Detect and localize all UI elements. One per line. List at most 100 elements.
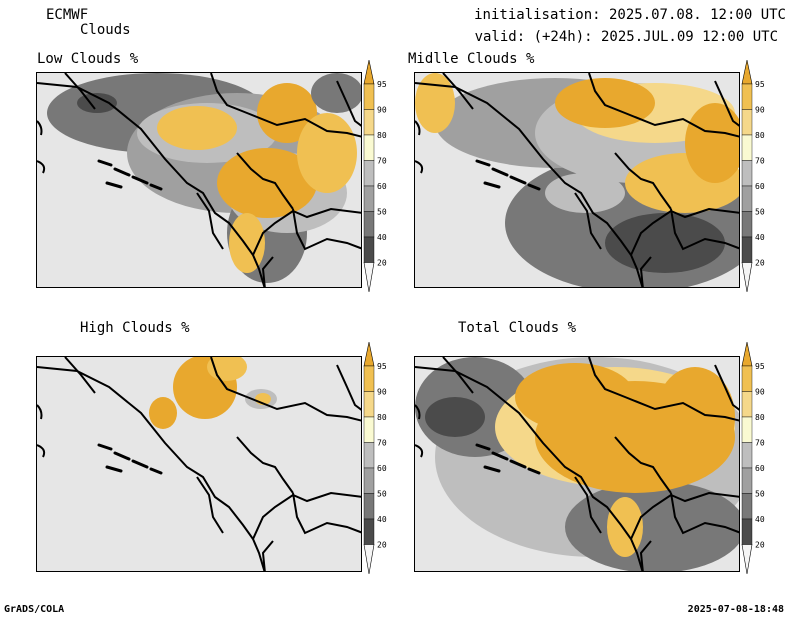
colorbar-segment [741,442,753,469]
coastline-border [415,444,424,458]
coastline-border [64,73,96,110]
colorbar-tick-label: 60 [377,182,387,191]
island-outline [483,181,501,189]
colorbar-segment [741,211,753,238]
colorbar-tick-label: 80 [377,413,387,422]
coastline-border [442,73,474,110]
colorbar-tick-label: 95 [755,362,765,371]
coastline-border [714,80,739,127]
colorbar-top-arrow [741,59,753,85]
coastline-border [588,357,739,422]
colorbar-segment [363,493,375,520]
coastline-border [336,80,361,127]
island-outline [475,443,491,451]
island-outline [149,183,163,191]
colorbar-tick-label: 50 [377,490,387,499]
coastline-border [292,208,361,251]
colorbar-tick-label: 50 [377,208,387,217]
colorbar-tick-label: 20 [377,259,387,268]
colorbar-segment [741,416,753,443]
colorbar-tick-label: 90 [755,106,765,115]
colorbar-tick-label: 40 [377,515,387,524]
valid-time: valid: (+24h): 2025.JUL.09 12:00 UTC [474,29,778,45]
island-outline [113,167,131,177]
colorbar-tick-label: 70 [755,439,765,448]
cloud-area [425,397,485,437]
coastline-border [261,540,274,571]
plot-timestamp: 2025-07-08-18:48 [687,604,784,615]
island-outline [97,443,113,451]
colorbar-segment [741,109,753,136]
coastline-border [236,436,294,494]
island-outline [491,167,509,177]
colorbar-tick-label: 90 [755,388,765,397]
colorbar-segment [741,518,753,545]
cloud-area [605,213,725,273]
coastline-border [210,73,361,138]
initialisation-time: initialisation: 2025.07.08. 12:00 UTC [474,7,786,23]
coastline-border [670,208,739,251]
colorbar-segment [741,160,753,187]
island-outline [131,459,149,469]
panel-title-high: High Clouds % [80,320,190,336]
colorbar-segment [363,211,375,238]
island-outline [491,451,509,461]
cloud-area [607,497,643,557]
cloud-area [257,83,317,143]
island-outline [483,465,501,473]
colorbar-tick-label: 40 [377,233,387,242]
cloud-area [555,78,655,128]
colorbar-tick-label: 80 [755,131,765,140]
coastline-border [415,120,421,136]
model-name: ECMWF [46,7,89,23]
colorbar-segment [363,134,375,161]
colorbar-segment [363,442,375,469]
colorbar-top-arrow [741,341,753,367]
island-outline [509,459,527,469]
colorbar-segment [363,83,375,110]
middle-clouds-colorbar: 95 90 80 70 60 50 40 20 [740,58,780,294]
middle-clouds-map [414,72,740,288]
coastline-border [442,357,474,394]
coastline-border [37,160,46,174]
panel-title-mid: Midlle Clouds % [408,51,535,67]
panel-title-low: Low Clouds % [37,51,139,67]
colorbar-segment [363,109,375,136]
colorbar-segment [741,134,753,161]
island-outline [105,181,123,189]
colorbar-segment [741,236,753,263]
colorbar-segment [363,416,375,443]
colorbar-tick-label: 95 [377,80,387,89]
colorbar-segment [363,518,375,545]
island-outline [97,159,113,167]
colorbar-segment [741,185,753,212]
coastline-border [37,120,43,136]
colorbar-tick-label: 80 [377,131,387,140]
low-clouds-map [36,72,362,288]
coastline-border [236,152,294,210]
colorbar-tick-label: 20 [755,541,765,550]
island-outline [509,175,527,185]
coastline-border [210,357,361,422]
colorbar-segment [741,391,753,418]
cloud-area [565,481,739,571]
cloud-area [311,73,361,113]
coastline-border [415,160,424,174]
colorbar-tick-label: 90 [377,106,387,115]
coastline-border [415,404,421,420]
colorbar-tick-label: 20 [755,259,765,268]
colorbar-tick-label: 95 [755,80,765,89]
colorbar-tick-label: 90 [377,388,387,397]
total-clouds-colorbar: 95 90 80 70 60 50 40 20 [740,340,780,576]
coastline-border [639,256,652,287]
coastline-border [196,476,224,534]
coastline-border [37,404,43,420]
colorbar-segment [363,467,375,494]
panel-title-total: Total Clouds % [458,320,577,336]
colorbar-segment [741,467,753,494]
coastline-border [336,364,361,411]
island-outline [149,467,163,475]
colorbar-tick-label: 40 [755,233,765,242]
colorbar-segment [741,493,753,520]
colorbar-top-arrow [363,59,375,85]
